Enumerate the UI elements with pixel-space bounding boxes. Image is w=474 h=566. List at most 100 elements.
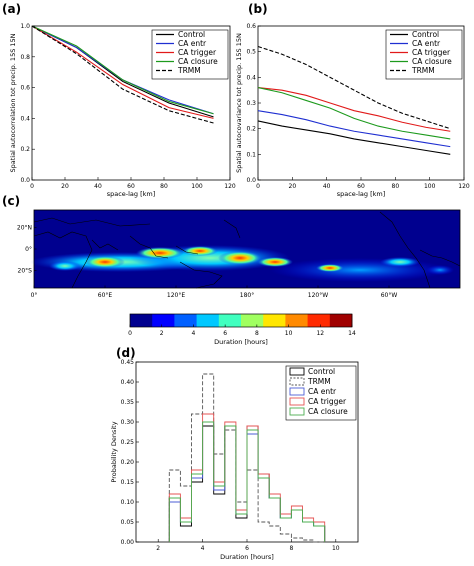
- legend-label: CA trigger: [308, 397, 347, 406]
- y-axis-label: Spatial autocovariance tot precip. 15S 1…: [235, 33, 243, 173]
- lon-tick-label: 60°E: [98, 292, 113, 299]
- y-tick-label: 1.0: [20, 23, 30, 30]
- coastlines: [33, 211, 461, 289]
- series-line: [257, 110, 451, 148]
- colorbar-tick-label: 6: [223, 330, 227, 337]
- y-tick-label: 0.2: [20, 146, 30, 153]
- panel-label-b: (b): [248, 2, 268, 16]
- series-line: [257, 87, 451, 140]
- x-tick-label: 0: [30, 183, 34, 190]
- series-line: [31, 25, 214, 115]
- precip-core-4: [218, 251, 262, 265]
- colorbar-segment: [152, 314, 175, 327]
- lat-tick-label: 0°: [25, 246, 32, 253]
- legend-swatch: [289, 377, 305, 386]
- colorbar-tick-label: 4: [192, 330, 196, 337]
- y-tick-label: 0.35: [121, 399, 135, 406]
- legend-label: CA trigger: [412, 48, 451, 57]
- colorbar-tick-label: 2: [160, 330, 164, 337]
- precip-field: [30, 245, 454, 282]
- precip-core-9: [426, 265, 454, 275]
- precip-core-1: [85, 256, 125, 268]
- colorbar-segment: [263, 314, 286, 327]
- x-tick-label: 0: [256, 183, 260, 190]
- colorbar-segment: [130, 314, 153, 327]
- legend-label: TRMM: [177, 66, 201, 75]
- precip-core-8: [380, 257, 420, 267]
- legend-label: TRMM: [411, 66, 435, 75]
- colorbar-segment: [218, 314, 242, 327]
- series-line: [257, 87, 451, 132]
- series-line: [31, 25, 214, 124]
- lon-tick-label: 60°W: [381, 292, 398, 299]
- colorbar-tick-label: 12: [316, 330, 324, 337]
- x-axis-label: Duration [hours]: [220, 553, 274, 561]
- y-tick-label: 0.4: [20, 115, 30, 122]
- legend-label: CA trigger: [178, 48, 217, 57]
- precip-band-east: [270, 258, 450, 282]
- y-tick-label: 0.5: [246, 49, 256, 56]
- x-tick-label: 6: [245, 545, 249, 552]
- panel-label-d: (d): [116, 346, 136, 360]
- y-tick-label: 0.10: [121, 499, 135, 506]
- series-line: [257, 46, 451, 130]
- lon-tick-label: 120°E: [167, 292, 185, 299]
- x-tick-label: 20: [289, 183, 297, 190]
- x-tick-label: 100: [424, 183, 436, 190]
- series-line: [257, 120, 451, 155]
- x-tick-label: 60: [127, 183, 135, 190]
- legend-label: CA closure: [178, 57, 218, 66]
- colorbar-tick-label: 0: [128, 330, 132, 337]
- precip-core-7: [49, 261, 81, 271]
- colorbar-tick-label: 14: [348, 330, 356, 337]
- x-tick-label: 40: [323, 183, 331, 190]
- precip-core-6: [316, 264, 344, 272]
- legend-swatch: [289, 397, 305, 406]
- legend-label: CA entr: [308, 387, 337, 396]
- x-axis-label: space-lag [km]: [107, 190, 156, 198]
- y-tick-label: 0.20: [121, 459, 135, 466]
- y-tick-label: 0.1: [246, 151, 256, 158]
- x-tick-label: 10: [332, 545, 340, 552]
- chart-d: 2 4 6 8 10 0.00 0.05 0.10 0.15 0.20 0.25 0.30 0.35 0.…: [110, 359, 359, 561]
- colorbar-frame: [129, 313, 353, 328]
- histogram-series: [168, 421, 326, 542]
- colorbar-segment: [241, 314, 264, 327]
- map-ticks: 0° 60°E 120°E 180° 120°W 60°W 20°N 0° 20°S: [17, 224, 397, 299]
- panel-label-a: (a): [2, 2, 21, 16]
- y-tick-label: 0.00: [121, 539, 135, 546]
- x-tick-label: 20: [61, 183, 69, 190]
- y-tick-label: 0.3: [246, 100, 256, 107]
- x-tick-label: 100: [191, 183, 203, 190]
- y-tick-label: 0.45: [121, 359, 135, 366]
- colorbar-segment: [196, 314, 220, 327]
- colorbar-segment: [174, 314, 197, 327]
- colorbar: 0 2 4 6 8 10 12 14 Duration [hours]: [128, 313, 356, 346]
- x-tick-label: 80: [392, 183, 400, 190]
- x-tick-label: 60: [357, 183, 365, 190]
- x-tick-label: 4: [201, 545, 205, 552]
- legend-label: CA entr: [412, 39, 441, 48]
- x-axis-label: space-lag [km]: [337, 190, 386, 198]
- colorbar-label: Duration [hours]: [214, 338, 268, 346]
- legend-swatch: [289, 387, 305, 396]
- colorbar-tick-label: 8: [255, 330, 259, 337]
- lat-tick-label: 20°N: [17, 224, 32, 231]
- x-tick-label: 2: [156, 545, 160, 552]
- chart-a: 0 20 40 60 80 100 120 0.0 0.2 0.4 0.6 0.8 1.0 space-l…: [9, 23, 236, 198]
- y-tick-label: 0.8: [20, 54, 30, 61]
- panel-label-c: (c): [2, 194, 20, 208]
- legend-label: Control: [412, 30, 439, 39]
- colorbar-segment: [307, 314, 331, 327]
- y-tick-label: 0.2: [246, 126, 256, 133]
- y-tick-label: 0.40: [121, 379, 135, 386]
- map-panel-c: 0° 60°E 120°E 180° 120°W 60°W 20°N 0° 20°S: [17, 209, 461, 299]
- y-tick-label: 0.30: [121, 419, 135, 426]
- x-tick-label: 80: [160, 183, 168, 190]
- colorbar-segment: [285, 314, 308, 327]
- legend-label: Control: [178, 30, 205, 39]
- y-tick-label: 0.25: [121, 439, 135, 446]
- colorbar-segment: [329, 314, 353, 327]
- legend-label: CA closure: [308, 407, 348, 416]
